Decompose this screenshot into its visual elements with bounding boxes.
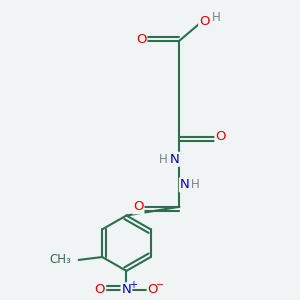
Text: −: − <box>156 280 164 290</box>
Text: H: H <box>191 178 200 191</box>
Text: N: N <box>180 178 190 191</box>
Text: O: O <box>133 200 143 213</box>
Text: O: O <box>95 283 105 296</box>
Text: N: N <box>169 153 179 166</box>
Text: N: N <box>122 283 131 296</box>
Text: O: O <box>136 33 146 46</box>
Text: O: O <box>148 283 158 296</box>
Text: +: + <box>129 280 137 290</box>
Text: O: O <box>215 130 226 143</box>
Text: CH₃: CH₃ <box>50 254 71 266</box>
Text: H: H <box>159 153 168 166</box>
Text: O: O <box>199 15 210 28</box>
Text: H: H <box>212 11 220 24</box>
